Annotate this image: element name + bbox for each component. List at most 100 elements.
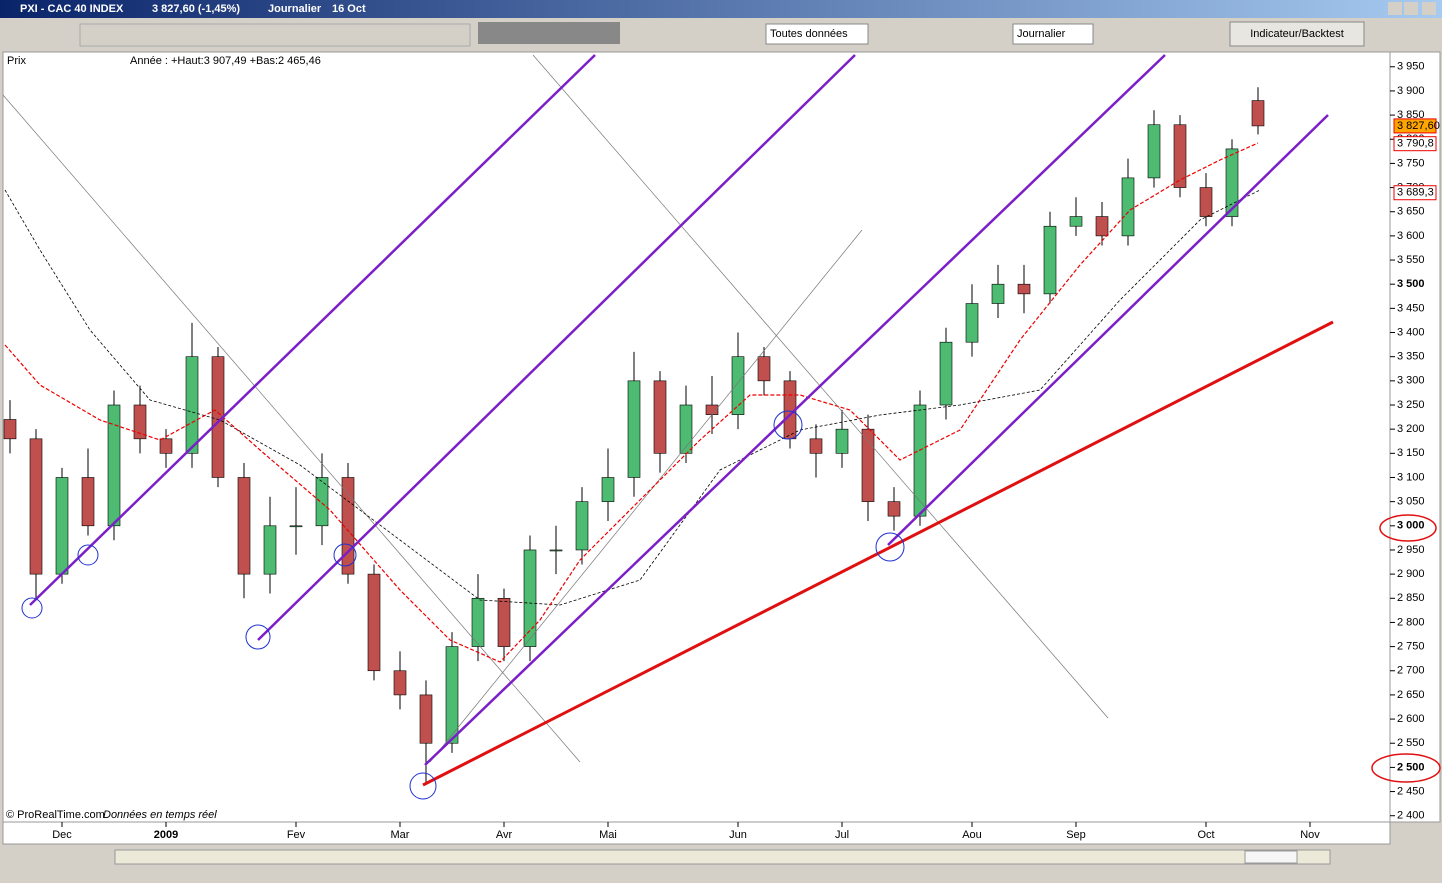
tool-icons[interactable] (79, 23, 471, 47)
candle-body (731, 356, 745, 415)
candle-body (1225, 148, 1239, 217)
candle-body (497, 597, 511, 647)
x-tick-label: Jul (835, 829, 849, 841)
data-select[interactable] (765, 23, 869, 45)
minimize-button[interactable] (1388, 2, 1402, 15)
x-tick-label: Jun (729, 829, 747, 841)
annotation-circle (773, 410, 803, 440)
x-axis-strip (2, 821, 1391, 845)
credit: © ProRealTime.com (6, 809, 105, 821)
candle-body (289, 525, 303, 528)
annotation-circle (875, 532, 905, 562)
price-tag (1393, 118, 1437, 134)
price-tag-label: 3 689,3 (1397, 187, 1434, 199)
y-tick-label: 2 850 (1397, 592, 1425, 604)
price-tag-label: 3 827,60 (1397, 120, 1440, 132)
plot-area (2, 51, 1391, 823)
price-tag (1393, 136, 1437, 152)
trend-line (2, 94, 581, 763)
y-tick-label: 3 350 (1397, 351, 1425, 363)
annotation-circle (1379, 514, 1437, 542)
color-palette[interactable] (478, 22, 620, 44)
y-tick-label: 2 400 (1397, 810, 1425, 822)
y-tick-label: 3 900 (1397, 85, 1425, 97)
toolbar: Toutes données Journalier Indicateur/Bac… (79, 21, 1365, 47)
candle-body (1121, 177, 1135, 237)
candle-body (1095, 216, 1109, 237)
window-quote: 3 827,60 (-1,45%) (152, 3, 240, 15)
candle-body (965, 303, 979, 343)
x-tick-label: Aou (962, 829, 982, 841)
y-tick-label: 2 700 (1397, 665, 1425, 677)
scroll-thumb[interactable] (1244, 850, 1298, 864)
candle-body (835, 428, 849, 454)
trailing-stop (4, 142, 1259, 663)
annotation-circle (409, 772, 437, 800)
y-tick-label: 3 750 (1397, 157, 1425, 169)
candle-body (263, 525, 277, 575)
candle-body (107, 404, 121, 527)
annotation-circle (245, 624, 271, 650)
y-tick-label: 2 900 (1397, 568, 1425, 580)
price-tag (1393, 185, 1437, 201)
candle-body (3, 419, 17, 440)
y-tick-label: 3 850 (1397, 109, 1425, 121)
candle-body (1043, 225, 1057, 295)
y-tick-label: 3 450 (1397, 302, 1425, 314)
y-tick-label: 3 250 (1397, 399, 1425, 411)
indicator-button[interactable] (1229, 21, 1365, 47)
annotation-circle (333, 543, 357, 567)
restore-button[interactable] (1404, 2, 1418, 15)
x-tick-label: Avr (496, 829, 513, 841)
annotation-circle (77, 544, 99, 566)
y-tick-label: 3 550 (1397, 254, 1425, 266)
period-select-label: Journalier (1017, 28, 1066, 40)
candle-body (55, 477, 69, 575)
close-button[interactable] (1422, 2, 1436, 15)
candle-body (29, 438, 43, 575)
x-tick-label: Mai (599, 829, 617, 841)
candle-body (757, 356, 771, 382)
annotation-circle (21, 597, 43, 619)
candle-body (861, 428, 875, 502)
x-tick-label: Oct (1197, 829, 1214, 841)
candle-body (601, 477, 615, 502)
candle-body (185, 356, 199, 454)
candles (3, 87, 1265, 785)
period-select[interactable] (1012, 23, 1094, 45)
y-tick-label: 3 200 (1397, 423, 1425, 435)
scrollbar[interactable] (114, 849, 1331, 865)
y-tick-label: 2 600 (1397, 713, 1425, 725)
candle-body (237, 477, 251, 575)
window-period: Journalier (268, 3, 322, 15)
price-tag-label: 3 790,8 (1397, 138, 1434, 150)
y-tick-label: 3 000 (1397, 520, 1425, 532)
x-tick-label: Fev (287, 829, 306, 841)
y-tick-label: 3 050 (1397, 496, 1425, 508)
candle-body (627, 380, 641, 478)
candle-body (367, 573, 381, 672)
window-date: 16 Oct (332, 3, 366, 15)
data-select-label: Toutes données (770, 28, 848, 40)
candle-body (1147, 124, 1161, 179)
y-tick-label: 2 650 (1397, 689, 1425, 701)
channel-line (887, 114, 1329, 546)
x-tick-label: Sep (1066, 829, 1086, 841)
x-tick-label: Mar (391, 829, 410, 841)
y-tick-label: 3 500 (1397, 278, 1425, 290)
trend-line (429, 229, 863, 763)
y-tick-label: 2 800 (1397, 616, 1425, 628)
channel-line (424, 54, 1166, 766)
candle-body (887, 501, 901, 517)
candle-body (523, 549, 537, 647)
candle-body (419, 694, 433, 744)
candle-body (1069, 216, 1083, 227)
y-tick-label: 3 150 (1397, 447, 1425, 459)
candle-body (1017, 283, 1031, 295)
y-tick-label: 2 750 (1397, 641, 1425, 653)
candle-body (575, 501, 589, 551)
panel-info: Année : +Haut:3 907,49 +Bas:2 465,46 (130, 55, 321, 67)
